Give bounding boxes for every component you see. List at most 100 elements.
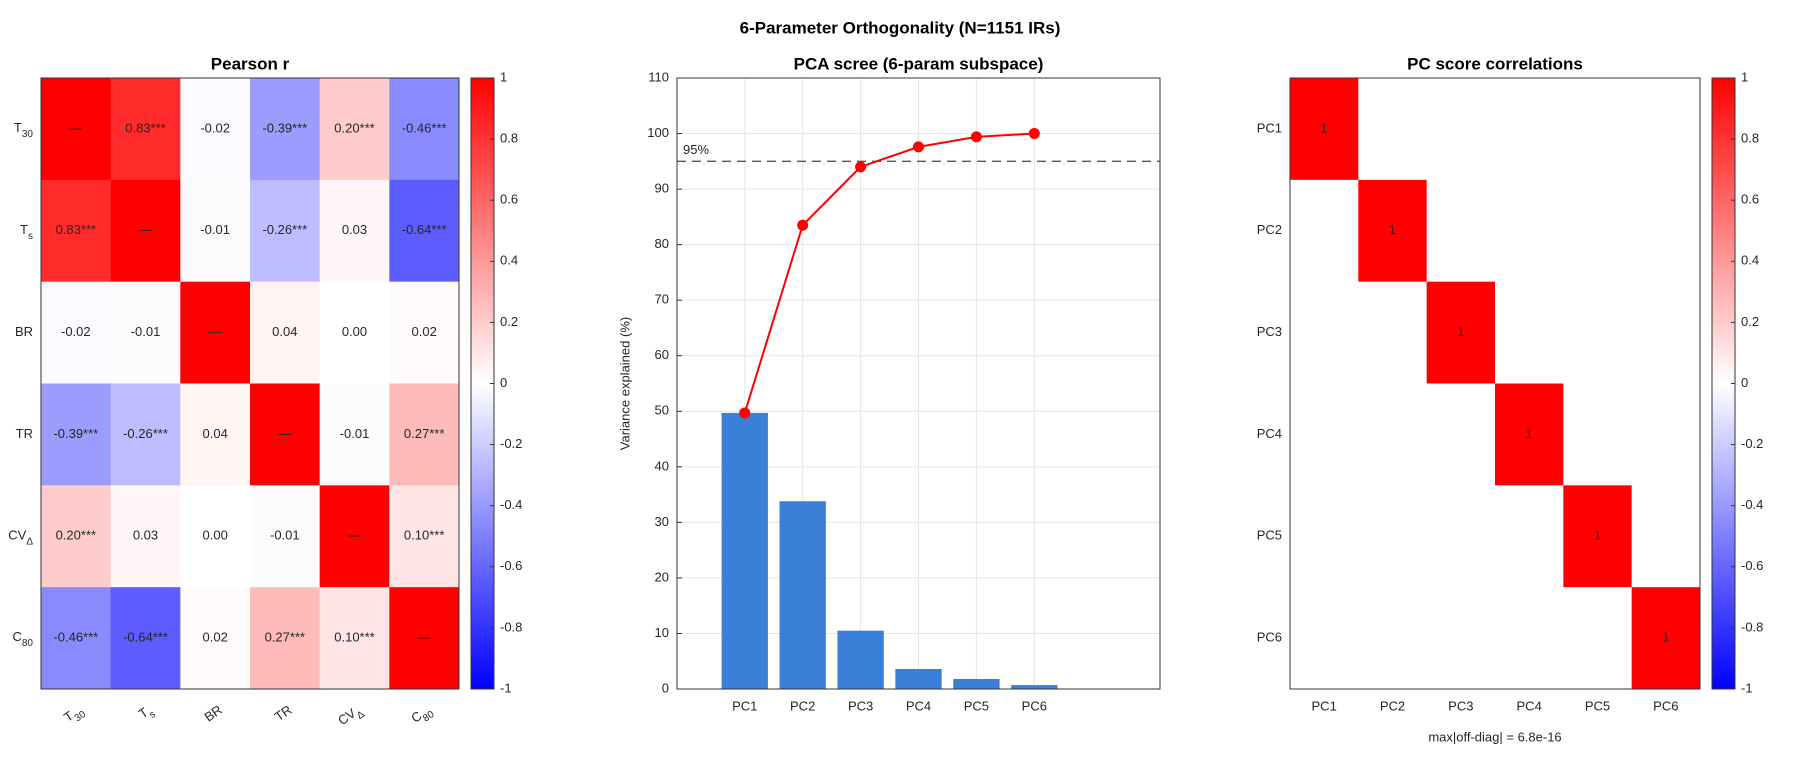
heatmap-cell [41,281,112,384]
cell-label: 0.04 [272,324,297,339]
cell-label: — [418,630,431,645]
heatmap-cell [250,78,321,181]
axes-box [1289,77,1701,690]
heatmap-cell [1495,383,1564,486]
heatmap-cell [1631,485,1701,588]
heatmap-cell [1495,179,1564,283]
y-tick-label: 20 [655,569,669,584]
y-tick-label: PC4 [1257,426,1282,441]
y-tick-label: 40 [655,458,669,473]
cell-label: -0.39*** [262,120,307,135]
colorbar-tick-label: -1 [500,680,512,695]
heatmap-cell [41,179,112,283]
y-tick-label: 80 [655,236,669,251]
heatmap-cell [389,78,460,181]
x-tick-label: PC6 [1022,698,1047,713]
heatmap-cell [389,281,460,384]
cumulative-marker [739,407,751,419]
heatmap-cell [180,281,251,384]
bar [953,679,1000,689]
cell-label: -0.01 [270,528,300,543]
x-tick-label: PC5 [1585,698,1610,713]
cell-label: 1 [1662,630,1669,645]
cell-label: -0.26*** [123,426,168,441]
heatmap-cell [1426,587,1496,690]
heatmap-cell [1426,179,1496,283]
y-tick-label: 110 [648,69,669,84]
y-tick-label: 100 [647,125,669,140]
colorbar-tick-label: 0.4 [1741,253,1759,268]
y-tick-label: 30 [655,514,669,529]
cumulative-line [743,132,1035,414]
colorbar-tick-label: 0.8 [1741,131,1759,146]
cumulative-marker [797,219,809,231]
cell-label: — [348,528,361,543]
cell-label: 1 [1389,222,1396,237]
heatmap-cell [110,383,181,486]
cumulative-marker [1028,128,1040,140]
colorbar-tick-label: -0.8 [1741,619,1763,634]
cell-label: -0.01 [131,324,161,339]
y-tick-label-base: C [12,630,21,645]
y-tick-label: 90 [655,181,669,196]
x-tick-label: PC1 [1312,698,1337,713]
heatmap-cell [250,281,321,384]
colorbar-tick-label: 1 [1741,69,1748,84]
colorbar-tick-label: 0.6 [500,192,518,207]
colorbar-tick-label: -0.4 [1741,497,1763,512]
y-tick-label: TR [16,426,33,441]
cell-label: — [69,120,82,135]
heatmap-cell [1290,281,1359,384]
y-tick-label-sub: Δ [26,536,33,547]
y-tick-label: 60 [655,347,669,362]
bar [779,501,826,689]
heatmap-cell [110,587,181,690]
y-tick-label: 10 [655,625,669,640]
heatmap-cell [1290,383,1359,486]
y-tick-label-base: T [14,120,22,135]
heatmap-cell [1358,485,1428,588]
y-tick-label: PC1 [1257,120,1282,135]
heatmap-cell [319,281,390,384]
colorbar-tick-label: 0 [500,375,507,390]
heatmap-cell [1631,383,1701,486]
cell-label: — [139,222,152,237]
x-tick-label-sub: Δ [355,709,367,722]
cell-label: 0.03 [133,528,158,543]
cell-label: -0.46*** [402,120,447,135]
x-tick-label-sub: 80 [421,709,437,725]
x-tick-label-sub: s [147,709,157,721]
heatmap-cell [110,78,181,181]
heatmap-cell [1563,587,1633,690]
bar [895,669,942,689]
cumulative-marker [970,131,982,143]
heatmap-cell [250,383,321,486]
panel-title: PCA scree (6-param subspace) [794,54,1044,73]
x-tick-label: PC2 [1380,698,1405,713]
y-tick-label: PC3 [1257,324,1282,339]
heatmap-cell [1495,281,1564,384]
heatmap-cell [319,587,390,690]
heatmap-cell [180,383,251,486]
heatmap-cell [1358,78,1428,181]
cell-label: -0.46*** [53,630,98,645]
colorbar-tick-label: -0.2 [500,436,522,451]
note: max|off-diag| = 6.8e-16 [1428,729,1561,744]
heatmap-cell [319,78,390,181]
x-tick-label-sub: 30 [73,709,89,725]
heatmap-cell [180,485,251,588]
x-tick-label: PC4 [1517,698,1542,713]
heatmap-cell [1290,179,1359,283]
heatmap-cell [1495,485,1564,588]
cell-label: -0.01 [200,222,230,237]
heatmap-cell [1563,383,1633,486]
heatmap-cell [1358,383,1428,486]
axes-box [676,77,1161,690]
heatmap-cell [1631,179,1701,283]
cell-label: 0.20*** [56,528,96,543]
heatmap-cell [1563,485,1633,588]
x-tick-label: CVΔ [335,702,367,733]
x-tick-label-base: CV [335,706,359,729]
heatmap-cell [389,383,460,486]
